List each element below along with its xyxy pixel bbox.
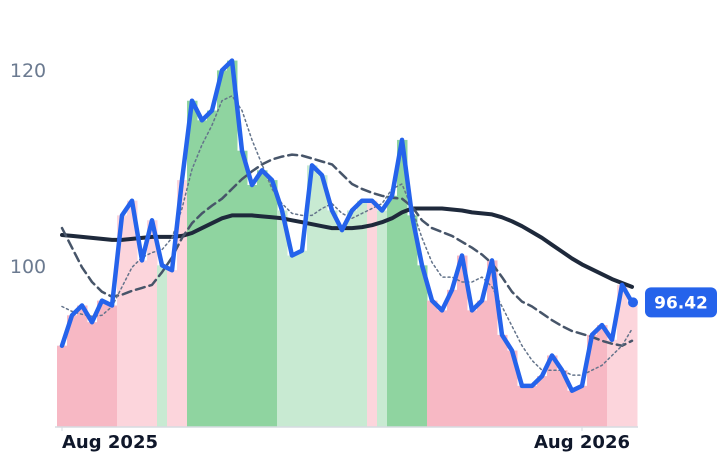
price-fill [497, 334, 508, 427]
price-fill [57, 345, 68, 427]
series-line [60, 153, 634, 347]
price-fill [577, 385, 588, 427]
price-fill [297, 250, 308, 427]
price-fill [137, 260, 148, 427]
price-fill [487, 260, 498, 427]
price-fill [287, 255, 298, 427]
price-fill [347, 210, 358, 427]
price-fill [317, 175, 328, 427]
y-tick-label: 120 [10, 60, 46, 82]
price-fill [197, 120, 208, 428]
price-fill [407, 215, 418, 427]
price-fill [387, 195, 398, 427]
price-fill [267, 180, 278, 427]
price-fill [517, 385, 528, 427]
price-fill [247, 185, 258, 427]
price-fill [477, 300, 488, 427]
price-fill [127, 200, 138, 427]
price-fill [257, 170, 268, 427]
price-fill [367, 200, 378, 427]
price-fill [547, 355, 558, 427]
last-value-dot [628, 297, 638, 308]
x-tick-label: Aug 2026 [534, 432, 630, 453]
price-fill [427, 300, 438, 427]
price-fill [467, 310, 478, 427]
price-fill [597, 325, 608, 427]
series-line [59, 58, 635, 393]
price-fill [67, 315, 78, 427]
price-fill [557, 370, 568, 427]
price-fill [337, 230, 348, 427]
price-fill [507, 350, 518, 427]
price-fill [537, 376, 548, 427]
price-fill [567, 390, 578, 427]
y-tick-label: 100 [10, 256, 46, 278]
price-fill [607, 339, 618, 427]
price-fill [307, 165, 318, 427]
last-value-badge [645, 287, 717, 318]
price-fill [187, 100, 198, 428]
price-fill [417, 265, 428, 427]
price-fill [87, 322, 98, 427]
price-fill [157, 265, 168, 427]
price-fill [627, 302, 638, 427]
price-fill [117, 215, 128, 427]
x-tick-label: Aug 2025 [62, 432, 158, 453]
price-fill [527, 385, 538, 427]
price-fill [167, 270, 178, 427]
price-fill [77, 305, 88, 427]
price-fill [397, 139, 408, 427]
price-fill [357, 200, 368, 427]
last-value-label: 96.42 [654, 293, 708, 313]
price-fill [147, 220, 158, 427]
price-fill [217, 70, 228, 427]
price-fill [177, 180, 188, 427]
price-fill [227, 60, 238, 428]
price-fill [207, 110, 218, 427]
price-fill [587, 334, 598, 427]
price-fill [327, 210, 338, 427]
price-fill [97, 300, 108, 427]
price-fill [237, 150, 248, 427]
price-fill [457, 255, 468, 427]
price-fill [447, 289, 458, 427]
price-fill [277, 210, 288, 427]
price-fill [437, 310, 448, 427]
price-fill [377, 210, 388, 427]
price-fill [107, 305, 118, 427]
price-fill [617, 284, 628, 427]
